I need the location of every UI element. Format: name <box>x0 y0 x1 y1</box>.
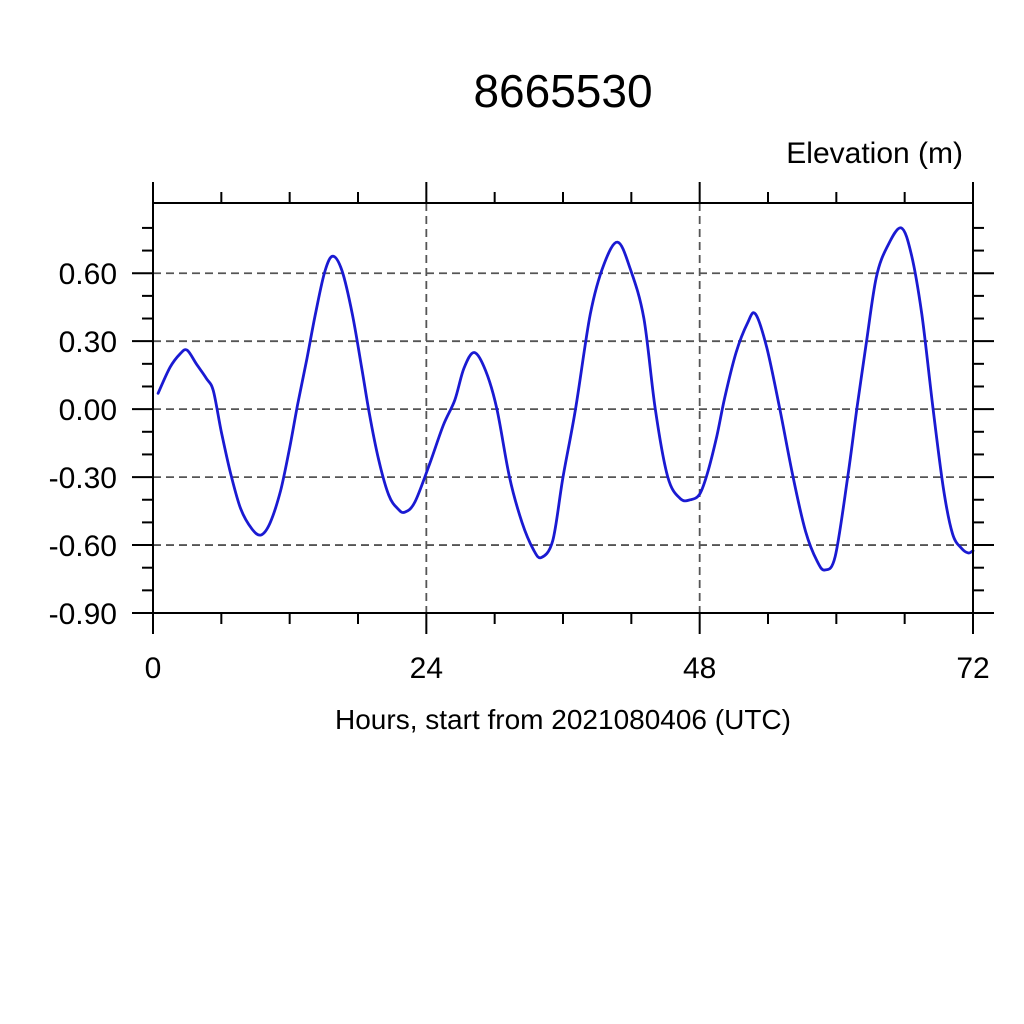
x-tick-label: 24 <box>410 652 443 685</box>
chart-title: 8665530 <box>473 65 652 117</box>
tick-labels: 0 24 48 72 -0.90 -0.60 -0.30 0.00 0.30 0.60 <box>49 258 990 685</box>
x-axis-label: Hours, start from 2021080406 (UTC) <box>335 704 791 735</box>
y-tick-label: -0.90 <box>49 598 117 631</box>
tide-curve-line <box>156 226 975 572</box>
y-tick-label: -0.60 <box>49 530 117 563</box>
x-tick-label: 48 <box>683 652 716 685</box>
y-tick-label: 0.60 <box>59 258 117 291</box>
x-tick-label: 0 <box>145 652 162 685</box>
y-tick-label: -0.30 <box>49 462 117 495</box>
axis-ticks <box>132 182 994 634</box>
y-axis-unit-label: Elevation (m) <box>786 137 963 170</box>
x-tick-label: 72 <box>956 652 989 685</box>
plot-frame <box>152 202 974 614</box>
gridlines <box>153 203 973 613</box>
y-tick-label: 0.30 <box>59 326 117 359</box>
y-tick-label: 0.00 <box>59 394 117 427</box>
